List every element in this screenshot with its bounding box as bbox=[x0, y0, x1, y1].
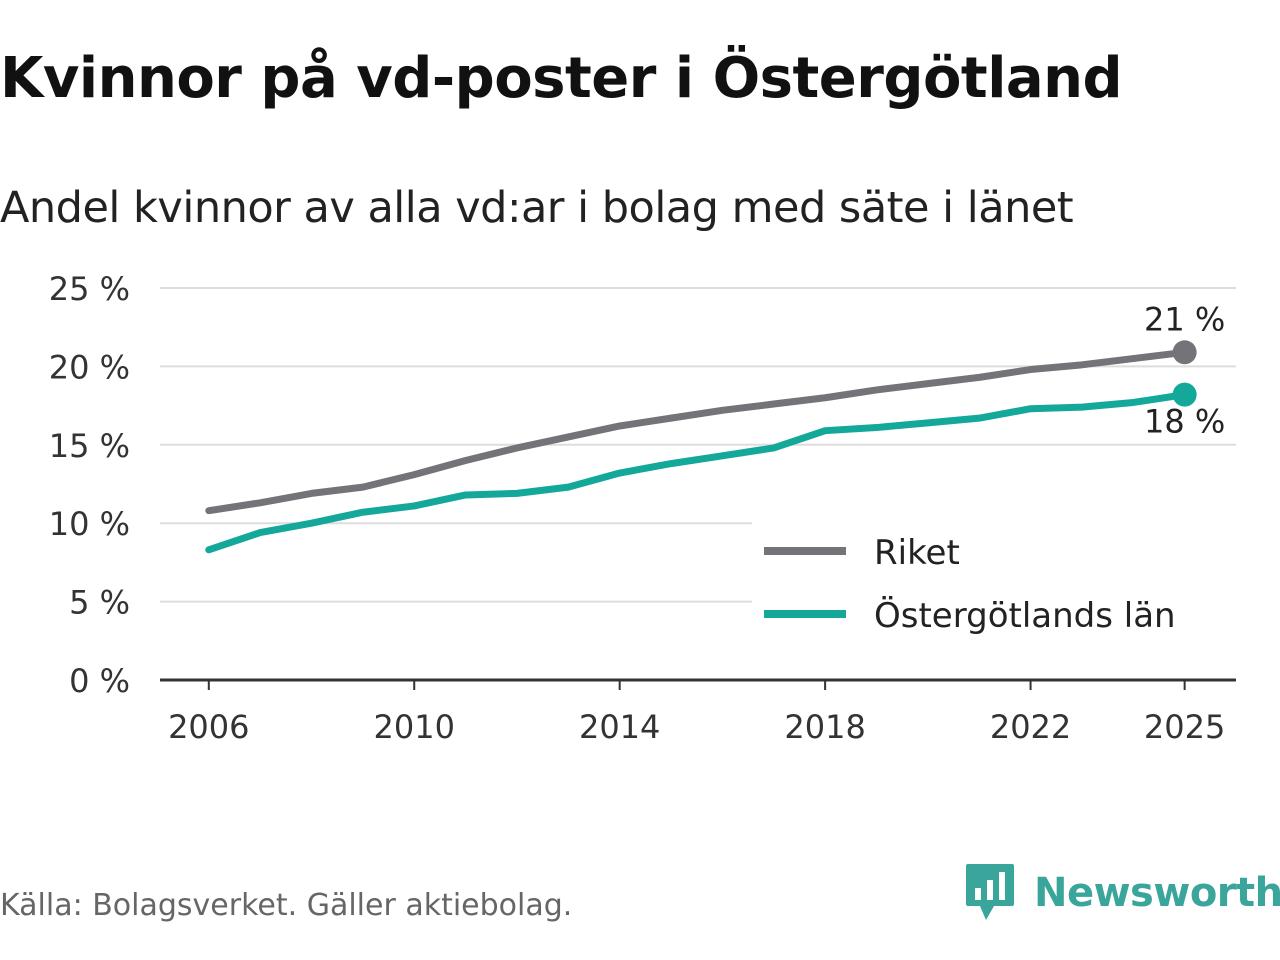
series-end-label-1: 18 % bbox=[1144, 403, 1225, 441]
series-endpoint-1 bbox=[1172, 382, 1197, 407]
legend-label-1: Östergötlands län bbox=[874, 595, 1176, 636]
newsworthy-logo-icon bbox=[966, 864, 1014, 920]
x-tick-label-2025: 2025 bbox=[1144, 708, 1225, 746]
series-lines: 21 % 18 % bbox=[205, 300, 1225, 554]
y-tick-label-25: 25 % bbox=[49, 270, 130, 308]
y-tick-label-0: 0 % bbox=[69, 662, 130, 700]
y-tick-label-15: 15 % bbox=[49, 427, 130, 465]
x-tick-label-2014: 2014 bbox=[579, 708, 660, 746]
brand-name: Newsworthy bbox=[1034, 870, 1280, 916]
y-axis-ticks: 0 % 5 % 10 % 15 % 20 % 25 % bbox=[49, 270, 130, 700]
series-line-1 bbox=[205, 391, 1189, 554]
x-tick-label-2018: 2018 bbox=[784, 708, 865, 746]
series-endpoint-0 bbox=[1172, 340, 1197, 365]
chart-subtitle: Andel kvinnor av alla vd:ar i bolag med … bbox=[0, 183, 1074, 233]
x-tick-label-2022: 2022 bbox=[990, 708, 1071, 746]
series-end-label-0: 21 % bbox=[1144, 300, 1225, 338]
x-tick-label-2006: 2006 bbox=[168, 708, 249, 746]
chart-legend: Riket Östergötlands län bbox=[752, 522, 1236, 647]
x-tick-label-2010: 2010 bbox=[374, 708, 455, 746]
x-axis: 2006 2010 2014 2018 2022 2025 bbox=[160, 678, 1236, 746]
source-note: Källa: Bolagsverket. Gäller aktiebolag. bbox=[0, 888, 573, 923]
legend-label-0: Riket bbox=[874, 533, 960, 573]
y-tick-label-5: 5 % bbox=[69, 584, 130, 622]
brand-logo[interactable]: Newsworthy bbox=[964, 862, 1280, 924]
y-tick-label-10: 10 % bbox=[49, 505, 130, 543]
legend-background bbox=[752, 522, 1236, 647]
page-title: Kvinnor på vd-poster i Östergötland bbox=[0, 46, 1123, 111]
series-line-0 bbox=[205, 348, 1189, 515]
y-tick-label-20: 20 % bbox=[49, 348, 130, 386]
